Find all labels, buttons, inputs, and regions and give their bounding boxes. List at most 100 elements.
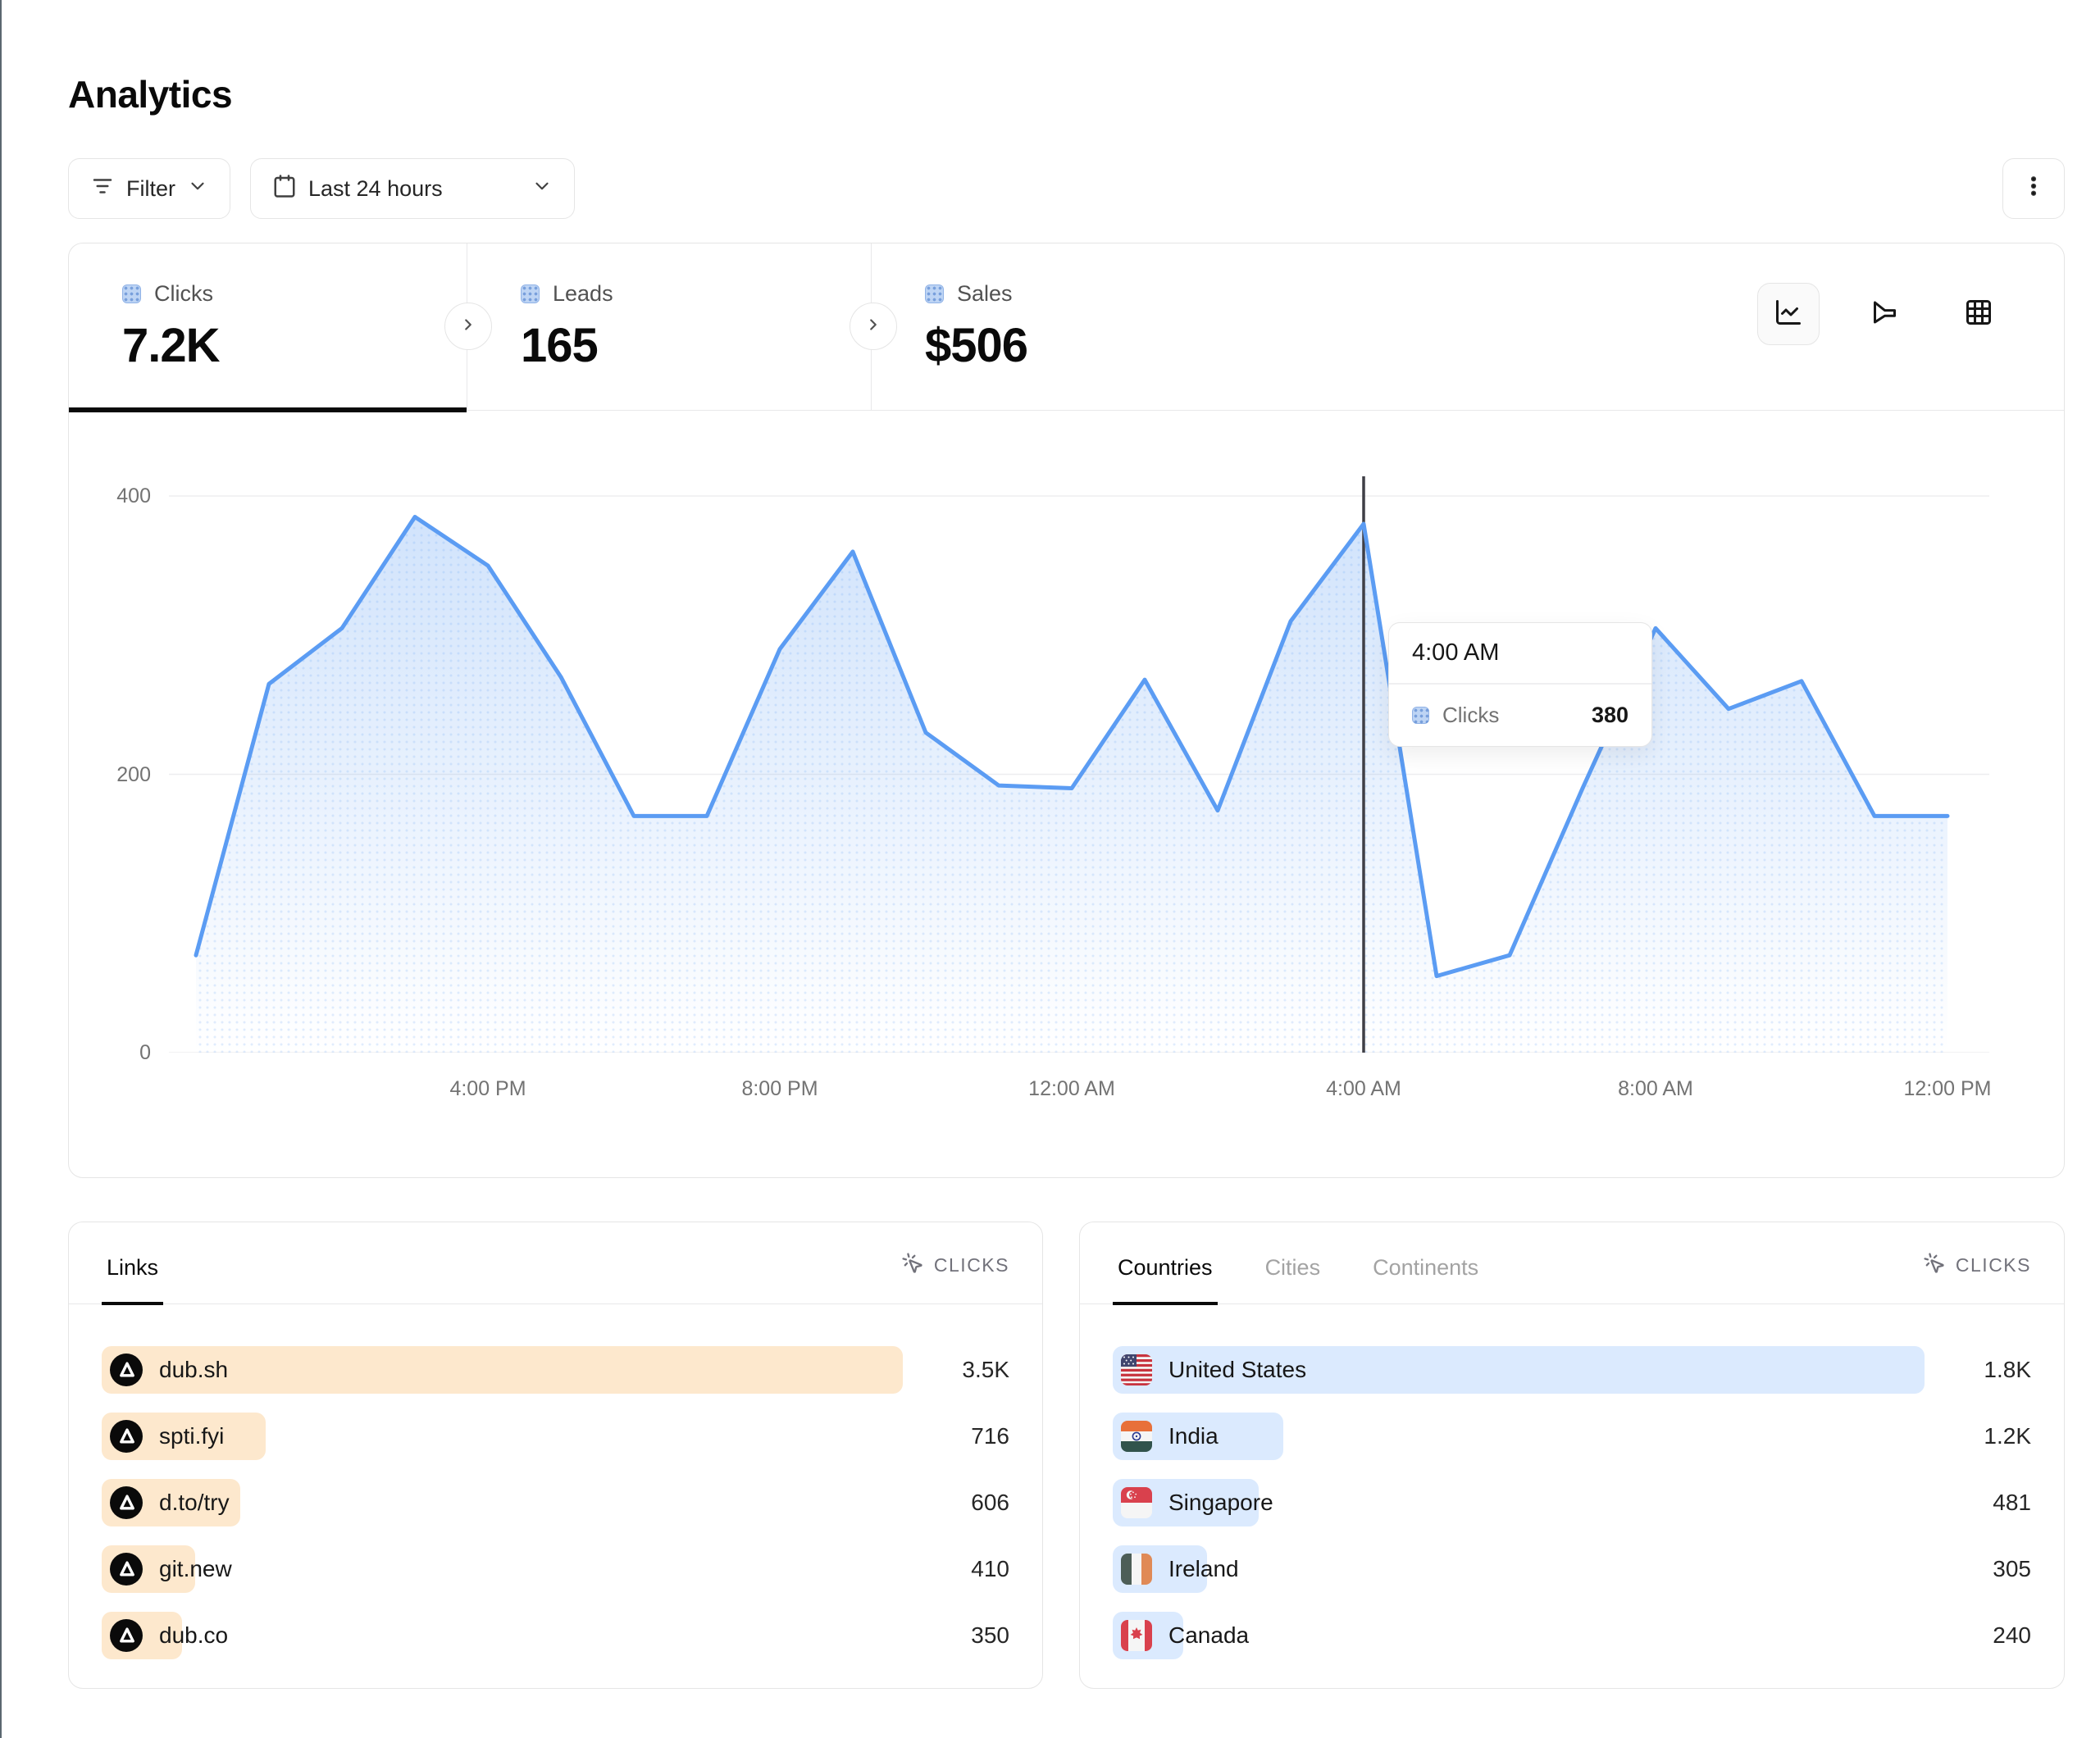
flag-ie-icon [1121,1554,1152,1585]
link-row[interactable]: spti.fyi 716 [102,1413,1009,1460]
clicks-area-chart[interactable] [169,460,1989,1053]
stats-tab-clicks[interactable]: Clicks 7.2K [69,243,467,412]
chart-view-toggles [1757,283,2010,345]
clicks-sort-header[interactable]: CLICKS [1923,1252,2031,1304]
y-axis-tick-label: 200 [116,762,151,786]
kebab-menu-icon [2021,174,2046,204]
row-label: Ireland [1168,1556,1239,1581]
leads-value: 165 [521,319,599,372]
country-row[interactable]: Ireland 305 [1113,1545,2031,1593]
list-filter-icon [90,174,115,204]
country-row[interactable]: United States 1.8K [1113,1346,2031,1394]
filter-button-label: Filter [126,175,175,201]
geo-panel: Countries Cities Continents CLICKS Unit [1079,1222,2065,1689]
dub-logo-icon [110,1486,143,1519]
row-label: d.to/try [159,1490,230,1515]
row-label: United States [1168,1357,1307,1382]
kebab-menu-button[interactable] [2002,158,2065,219]
dub-logo-icon [110,1553,143,1586]
tab-cities[interactable]: Cities [1264,1255,1321,1280]
row-bar [1113,1346,1925,1394]
link-row[interactable]: dub.sh 3.5K [102,1346,1009,1394]
x-axis-tick-label: 4:00 PM [449,1077,526,1100]
stats-tab-label: Clicks [154,281,213,306]
calendar-icon [272,174,297,204]
expand-sales-chevron-button[interactable] [850,303,897,350]
expand-leads-chevron-button[interactable] [444,303,492,350]
x-axis-tick-label: 12:00 AM [1028,1077,1115,1100]
mouse-pointer-click-icon [1923,1252,1946,1279]
chart-tooltip: 4:00 AM Clicks 380 [1388,622,1652,747]
dub-logo-icon [110,1619,143,1652]
flag-ca-icon [1121,1620,1152,1651]
clicks-sort-header[interactable]: CLICKS [901,1252,1009,1304]
leads-series-swatch-icon [521,284,540,303]
link-row[interactable]: dub.co 350 [102,1612,1009,1659]
row-value: 410 [971,1556,1009,1581]
row-value: 1.2K [1984,1423,2031,1449]
geo-tabs: Countries Cities Continents [1113,1255,1483,1305]
row-label: India [1168,1423,1219,1449]
y-axis-tick-label: 400 [116,485,151,507]
row-value: 606 [971,1490,1009,1515]
tab-countries[interactable]: Countries [1113,1255,1218,1305]
x-axis-tick-label: 8:00 PM [741,1077,818,1100]
x-axis-tick-label: 8:00 AM [1618,1077,1693,1100]
link-row[interactable]: d.to/try 606 [102,1479,1009,1526]
stats-tabs: Clicks 7.2K Leads 165 Sales $ [69,243,2064,412]
countries-list: United States 1.8K India 1.2K [1080,1304,2064,1659]
tab-links[interactable]: Links [102,1255,164,1305]
country-row[interactable]: India 1.2K [1113,1413,2031,1460]
flag-in-icon [1121,1421,1152,1452]
date-range-button[interactable]: Last 24 hours [250,158,575,219]
row-value: 716 [971,1423,1009,1449]
row-label: spti.fyi [159,1423,225,1449]
row-value: 305 [1993,1556,2031,1581]
sales-value: $506 [925,319,1028,372]
funnel-icon [1869,298,1898,331]
row-label: Singapore [1168,1490,1273,1515]
stats-tab-sales[interactable]: Sales $506 [872,243,2064,410]
filter-button[interactable]: Filter [68,158,230,219]
x-axis-tick-label: 4:00 AM [1326,1077,1401,1100]
metric-label: CLICKS [933,1254,1009,1276]
stats-tab-label: Sales [957,281,1013,306]
clicks-value: 7.2K [122,319,221,372]
dub-logo-icon [110,1354,143,1386]
chart-area: 0 200 400 4:00 PM 8:00 PM 12:00 AM 4:00 AM 8:0… [69,411,2064,1176]
row-bar [102,1346,903,1394]
links-list: dub.sh 3.5K spti.fyi 716 d.to/try [69,1304,1042,1659]
y-axis-tick-label: 0 [139,1041,151,1064]
country-row[interactable]: Singapore 481 [1113,1479,2031,1526]
flag-us-icon [1121,1354,1152,1385]
stats-tab-leads[interactable]: Leads 165 [467,243,872,410]
row-value: 3.5K [962,1357,1009,1382]
country-row[interactable]: Canada 240 [1113,1612,2031,1659]
mouse-pointer-click-icon [901,1252,924,1279]
chevron-right-icon [864,316,882,338]
date-range-label: Last 24 hours [308,175,443,201]
row-label: Canada [1168,1622,1250,1648]
view-toggle-funnel[interactable] [1852,283,1915,345]
row-label: dub.co [159,1622,229,1648]
page-title: Analytics [68,73,233,116]
x-axis-tick-label: 12:00 PM [1903,1077,1992,1100]
row-label: git.new [159,1556,232,1581]
analytics-card: Clicks 7.2K Leads 165 Sales $ [68,243,2065,1178]
flag-sg-icon [1121,1487,1152,1518]
tooltip-series-name: Clicks [1442,702,1500,727]
tab-continents[interactable]: Continents [1373,1255,1479,1280]
view-toggle-table[interactable] [1947,283,2010,345]
chevron-down-icon [187,175,208,202]
row-value: 481 [1993,1490,2031,1515]
toolbar: Filter Last 24 hours [68,157,2065,220]
tooltip-series-swatch-icon [1412,706,1429,724]
dub-logo-icon [110,1420,143,1453]
row-value: 1.8K [1984,1357,2031,1382]
view-toggle-line-chart[interactable] [1757,283,1820,345]
row-value: 240 [1993,1622,2031,1648]
stats-tab-label: Leads [553,281,613,306]
link-row[interactable]: git.new 410 [102,1545,1009,1593]
chevron-down-icon [531,175,553,202]
links-panel: Links CLICKS dub.sh 3. [68,1222,1043,1689]
